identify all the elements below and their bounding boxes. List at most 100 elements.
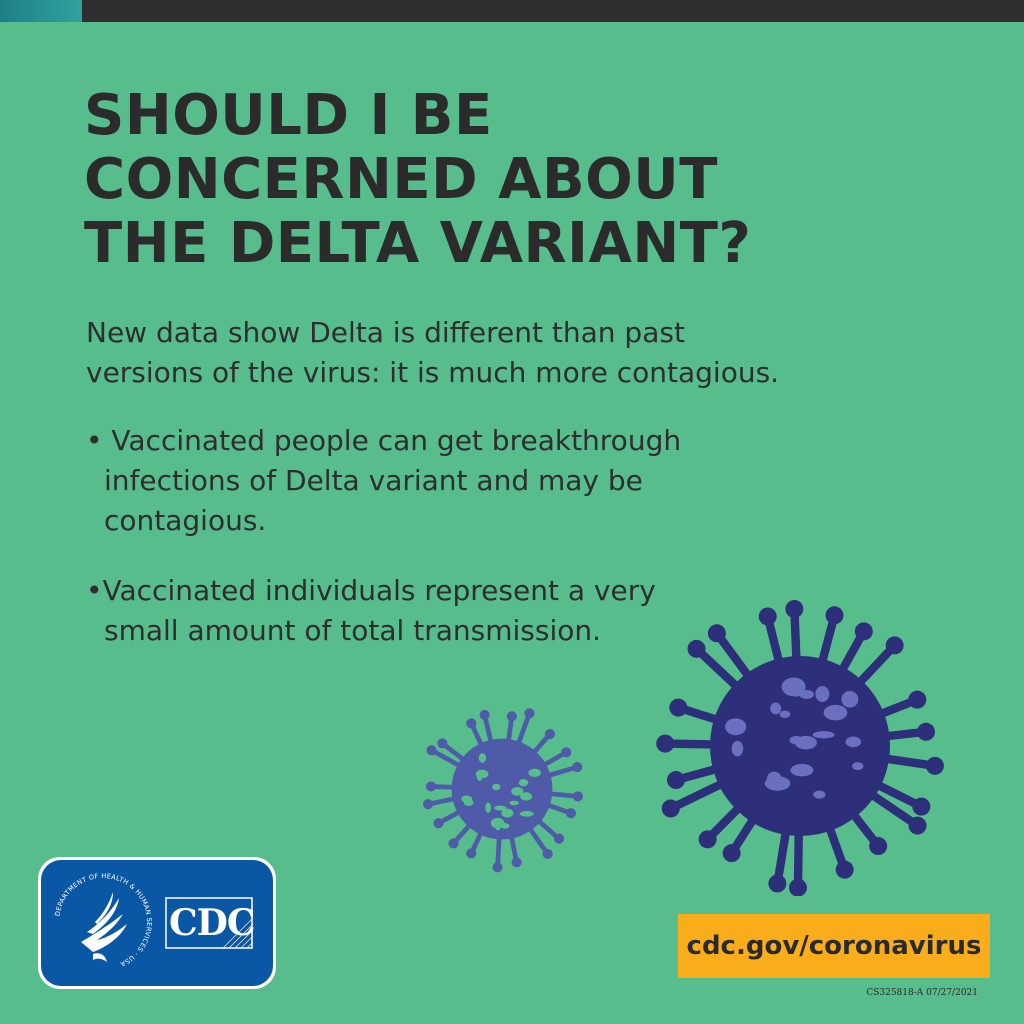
virus-spot bbox=[519, 810, 534, 817]
virus-spot bbox=[461, 795, 473, 803]
virus-spike-tip bbox=[656, 734, 675, 753]
virus-spike-tip bbox=[572, 791, 583, 802]
virus-spike-tip bbox=[912, 797, 931, 816]
virus-spike-tip bbox=[506, 711, 517, 722]
virus-spike-tip bbox=[835, 860, 854, 879]
virus-spot bbox=[731, 740, 744, 757]
virus-spike-tip bbox=[722, 844, 741, 863]
intro-line: New data show Delta is different than pa… bbox=[86, 316, 685, 349]
virus-spike-tip bbox=[565, 808, 576, 819]
virus-spike bbox=[851, 641, 899, 692]
virus-spike-tip bbox=[426, 745, 437, 756]
virus-spot bbox=[725, 718, 747, 736]
virus-spike bbox=[692, 644, 746, 695]
virus-spike bbox=[543, 764, 580, 779]
virus-spot bbox=[495, 824, 501, 831]
virus-spike-tip bbox=[448, 838, 459, 849]
virus-spike-tip bbox=[908, 816, 927, 835]
virus-spot bbox=[509, 800, 520, 806]
virus-spike-tip bbox=[544, 729, 555, 740]
virus-spike bbox=[793, 822, 804, 892]
virus-spike-tip bbox=[553, 833, 565, 844]
virus-spot bbox=[790, 763, 814, 777]
cdc-label: CDC bbox=[169, 902, 256, 944]
headline-line: THE DELTA VARIANT? bbox=[84, 211, 752, 276]
virus-spot bbox=[794, 735, 817, 750]
virus-spike bbox=[533, 816, 562, 842]
hhs-eagle-icon: DEPARTMENT OF HEALTH & HUMAN SERVICES · … bbox=[53, 872, 152, 968]
virus-spike-tip bbox=[423, 799, 434, 810]
virus-spike bbox=[862, 787, 922, 830]
bullet-line: • Vaccinated people can get breakthrough bbox=[86, 424, 682, 457]
small-virus-icon bbox=[423, 708, 583, 873]
virus-spike bbox=[429, 747, 465, 770]
virus-spot bbox=[815, 685, 830, 702]
virus-spike-tip bbox=[707, 624, 726, 643]
cdc-logo-icon: CDC bbox=[165, 896, 256, 950]
virus-spike bbox=[482, 712, 494, 748]
virus-spike-tip bbox=[758, 607, 777, 626]
virus-spot bbox=[823, 704, 848, 721]
virus-spike-tip bbox=[479, 709, 490, 720]
bullet-line: •Vaccinated individuals represent a very bbox=[86, 574, 656, 607]
virus-spot bbox=[492, 783, 501, 791]
virus-spike-tip bbox=[698, 830, 717, 849]
top-bar-accent bbox=[0, 0, 82, 22]
virus-spike-tip bbox=[524, 708, 535, 719]
virus-spike-tip bbox=[768, 874, 787, 893]
bullet-line: contagious. bbox=[104, 504, 267, 537]
virus-spike-tip bbox=[669, 698, 688, 717]
virus-spot bbox=[781, 677, 806, 697]
virus-spike-tip bbox=[511, 857, 522, 868]
virus-spot bbox=[841, 691, 859, 708]
virus-spike-tip bbox=[425, 781, 437, 792]
virus-spike-tip bbox=[687, 639, 706, 658]
virus-spike-tip bbox=[908, 690, 927, 709]
virus-spike bbox=[712, 629, 757, 686]
virus-spike-tip bbox=[825, 606, 844, 625]
virus-spike bbox=[875, 753, 940, 771]
virus-spike-tip bbox=[661, 799, 680, 818]
virus-spot bbox=[476, 770, 483, 781]
virus-spike-tip bbox=[466, 718, 477, 729]
virus-spot bbox=[812, 731, 835, 739]
headline-line: SHOULD I BE bbox=[84, 83, 493, 148]
virus-spike-tip bbox=[542, 848, 553, 860]
virus-spike-tip bbox=[785, 599, 804, 618]
virus-spike bbox=[816, 611, 839, 672]
virus-spot bbox=[501, 808, 514, 818]
virus-spike bbox=[495, 831, 502, 870]
bullet-line: small amount of total transmission. bbox=[104, 614, 601, 647]
virus-spike-tip bbox=[869, 837, 888, 856]
virus-spot bbox=[813, 790, 826, 799]
virus-spike-tip bbox=[885, 636, 904, 655]
virus-spot bbox=[766, 771, 782, 786]
virus-spike bbox=[773, 821, 792, 888]
virus-spot bbox=[799, 689, 814, 699]
virus-spike-tip bbox=[925, 756, 944, 775]
virus-spike-tip bbox=[916, 722, 935, 741]
headline-line: CONCERNED ABOUT bbox=[84, 147, 718, 212]
virus-spike bbox=[868, 778, 926, 811]
virus-spot bbox=[770, 702, 782, 715]
virus-spike-tip bbox=[466, 848, 477, 859]
virus-spot bbox=[485, 802, 492, 813]
virus-spike bbox=[790, 604, 801, 670]
logo-box: DEPARTMENT OF HEALTH & HUMAN SERVICES · … bbox=[38, 857, 276, 989]
virus-spike-tip bbox=[433, 818, 444, 829]
bullet-item: • Vaccinated people can get breakthrough… bbox=[86, 421, 786, 541]
virus-spot bbox=[518, 779, 529, 787]
top-bar bbox=[0, 0, 1024, 22]
bullet-item: •Vaccinated individuals represent a very… bbox=[86, 571, 786, 651]
virus-spot bbox=[494, 805, 507, 811]
virus-spike bbox=[515, 710, 532, 749]
virus-spot bbox=[852, 762, 864, 771]
virus-spike-tip bbox=[437, 738, 448, 749]
virus-spike-tip bbox=[572, 762, 583, 773]
headline: SHOULD I BE CONCERNED ABOUT THE DELTA VA… bbox=[84, 84, 844, 276]
url-link[interactable]: cdc.gov/coronavirus bbox=[686, 931, 982, 961]
virus-spike-tip bbox=[492, 862, 503, 873]
virus-spike-tip bbox=[561, 747, 572, 758]
virus-spike bbox=[544, 791, 581, 799]
virus-spot bbox=[511, 786, 524, 796]
